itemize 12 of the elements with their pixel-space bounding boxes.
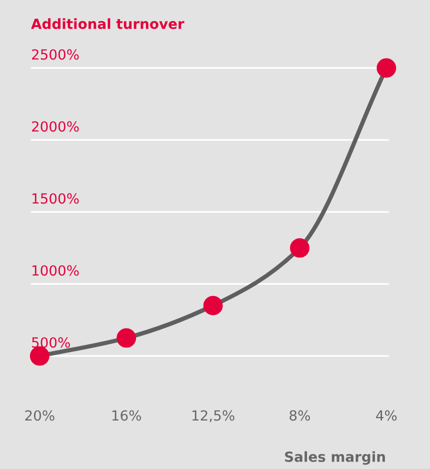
x-tick-label: 20% <box>25 410 54 421</box>
x-tick-label: 16% <box>112 410 142 421</box>
y-tick-label: 1000% <box>32 265 79 276</box>
y-tick-label: 2000% <box>32 121 79 132</box>
y-tick-label: 2500% <box>32 49 79 60</box>
y-tick-label: 500% <box>32 337 70 348</box>
x-tick-label: 4% <box>376 410 397 421</box>
x-tick-label: 8% <box>290 410 310 421</box>
x-tick-label: 12,5% <box>192 410 234 422</box>
x-axis-title: Sales margin <box>285 451 385 465</box>
y-tick-label: 1500% <box>32 193 79 204</box>
text: Additional turnover <box>31 18 184 30</box>
